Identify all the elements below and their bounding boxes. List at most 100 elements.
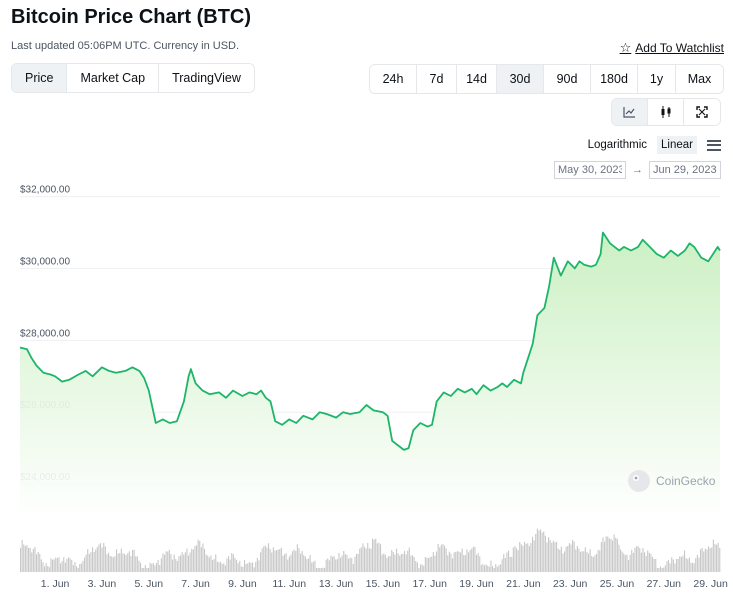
- volume-bar: [677, 558, 679, 572]
- volume-bar: [92, 547, 94, 572]
- volume-bar: [224, 565, 226, 572]
- tab-tradingview[interactable]: TradingView: [159, 64, 254, 92]
- volume-bar: [650, 553, 652, 572]
- volume-bar: [399, 555, 401, 572]
- range-1y-button[interactable]: 1y: [638, 65, 676, 93]
- volume-bar: [642, 548, 644, 572]
- volume-bar: [370, 548, 372, 572]
- range-30d-button[interactable]: 30d: [497, 65, 544, 93]
- volume-bar: [605, 536, 607, 572]
- volume-bar: [520, 544, 522, 572]
- volume-bar: [392, 552, 394, 572]
- volume-bar: [61, 561, 63, 572]
- volume-bar: [348, 558, 350, 572]
- volume-bar: [402, 553, 404, 572]
- range-180d-button[interactable]: 180d: [591, 65, 638, 93]
- volume-bar: [151, 563, 153, 572]
- volume-bar: [244, 560, 246, 572]
- volume-bar: [682, 555, 684, 572]
- linear-option[interactable]: Linear: [657, 136, 697, 154]
- add-to-watchlist-link[interactable]: ☆ Add To Watchlist: [620, 40, 724, 56]
- range-7d-button[interactable]: 7d: [417, 65, 457, 93]
- volume-bar: [186, 548, 188, 572]
- volume-bar: [357, 554, 359, 572]
- volume-bar: [660, 566, 662, 572]
- range-max-button[interactable]: Max: [676, 65, 723, 93]
- volume-bar: [648, 552, 650, 572]
- volume-bar: [496, 566, 498, 572]
- volume-bar: [701, 548, 703, 572]
- volume-bar: [535, 534, 537, 572]
- range-24h-button[interactable]: 24h: [370, 65, 417, 93]
- range-14d-button[interactable]: 14d: [457, 65, 497, 93]
- volume-bar: [261, 548, 263, 572]
- volume-bar: [37, 552, 39, 572]
- volume-bar: [188, 555, 190, 572]
- volume-bar: [495, 564, 497, 572]
- volume-bar: [629, 554, 631, 572]
- volume-bar: [232, 554, 234, 572]
- volume-bar: [455, 551, 457, 572]
- fullscreen-button[interactable]: [684, 99, 720, 125]
- volume-bar: [432, 552, 434, 572]
- volume-bar: [31, 552, 33, 572]
- volume-bar: [56, 558, 58, 572]
- volume-bar: [236, 559, 238, 572]
- volume-bar: [588, 553, 590, 572]
- volume-bar: [631, 549, 633, 572]
- volume-bar: [560, 546, 562, 572]
- volume-bar: [431, 556, 433, 572]
- y-tick-label: $30,000.00: [20, 256, 70, 267]
- volume-bar: [280, 547, 282, 572]
- date-to-input[interactable]: [649, 161, 721, 179]
- date-from-input[interactable]: [554, 161, 626, 179]
- volume-bar: [397, 553, 399, 572]
- volume-bar: [272, 547, 274, 572]
- range-90d-button[interactable]: 90d: [544, 65, 591, 93]
- volume-bar: [706, 549, 708, 572]
- volume-bar: [421, 564, 423, 572]
- star-icon: ☆: [619, 40, 632, 55]
- volume-bar: [562, 553, 564, 572]
- volume-bar: [416, 562, 418, 572]
- volume-bar: [220, 561, 222, 572]
- volume-bar: [216, 561, 218, 572]
- hamburger-menu-icon[interactable]: [707, 139, 721, 151]
- volume-bar: [464, 555, 466, 572]
- line-chart-button[interactable]: [612, 99, 648, 125]
- volume-bar: [96, 547, 98, 572]
- volume-bar: [284, 554, 286, 572]
- volume-bar: [564, 551, 566, 572]
- x-tick-label: 11. Jun: [272, 578, 306, 590]
- volume-bar: [703, 551, 705, 572]
- tab-market-cap[interactable]: Market Cap: [67, 64, 160, 92]
- volume-bar: [527, 543, 529, 572]
- volume-bar: [260, 552, 262, 572]
- volume-bar: [274, 550, 276, 572]
- logarithmic-option[interactable]: Logarithmic: [587, 139, 648, 151]
- volume-bar: [271, 552, 273, 572]
- volume-bar: [645, 556, 647, 572]
- volume-bar: [692, 562, 694, 572]
- volume-bar: [426, 557, 428, 572]
- volume-bar: [500, 564, 502, 572]
- volume-bar: [156, 563, 158, 572]
- volume-bar: [384, 554, 386, 572]
- volume-bar: [338, 552, 340, 572]
- volume-bar: [448, 551, 450, 572]
- candlestick-button[interactable]: [648, 99, 684, 125]
- volume-bar: [316, 568, 318, 572]
- volume-bar: [202, 543, 204, 572]
- volume-bar: [693, 563, 695, 572]
- volume-bar: [223, 563, 225, 572]
- volume-bar: [101, 547, 103, 572]
- volume-bar: [47, 566, 49, 572]
- volume-bar: [525, 543, 527, 572]
- volume-bar: [344, 554, 346, 572]
- volume-bar: [36, 554, 38, 572]
- volume-bar: [576, 546, 578, 572]
- tab-price[interactable]: Price: [12, 64, 68, 92]
- volume-bar: [111, 556, 113, 572]
- volume-bar: [194, 546, 196, 572]
